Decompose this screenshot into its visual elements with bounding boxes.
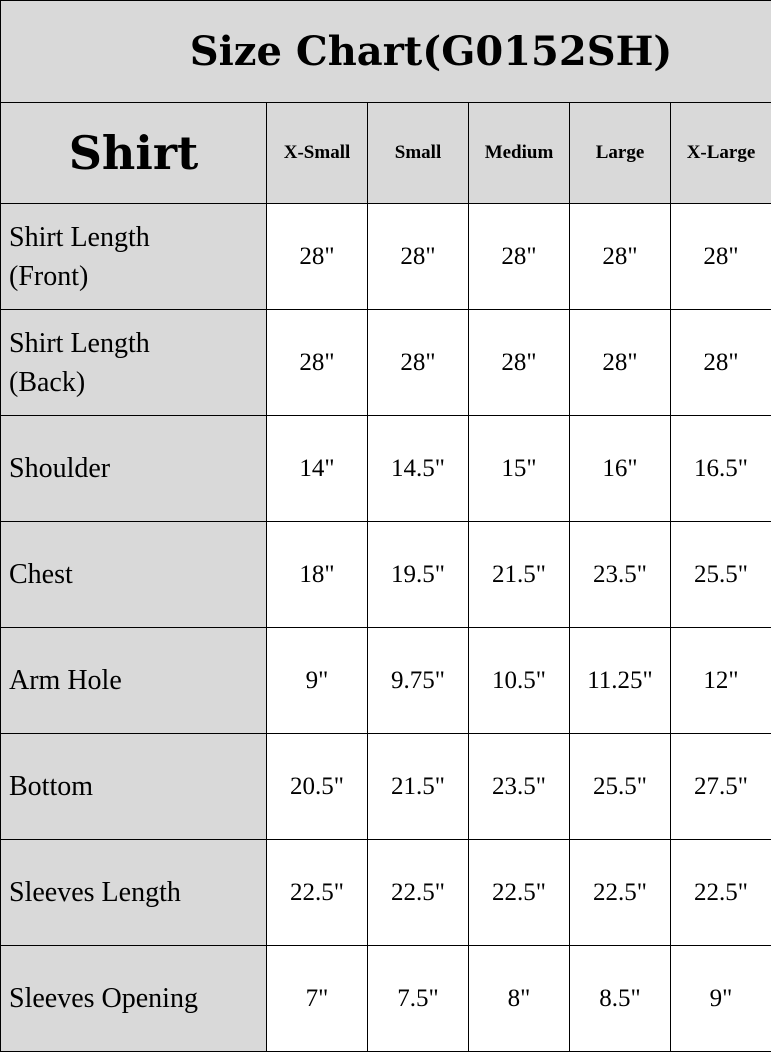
size-header: Medium bbox=[468, 102, 570, 204]
measurement-value: 25.5" bbox=[669, 521, 771, 628]
measurement-value: 28" bbox=[266, 203, 368, 310]
measurement-value: 28" bbox=[569, 203, 671, 310]
table-row: Chest 18" 19.5" 21.5" 23.5" 25.5" bbox=[0, 521, 771, 628]
measurement-label: Bottom bbox=[0, 733, 267, 840]
measurement-value: 9" bbox=[266, 627, 368, 734]
measurement-value: 15" bbox=[468, 415, 570, 522]
measurement-value: 28" bbox=[367, 309, 469, 416]
size-header: Small bbox=[367, 102, 469, 204]
table-row: Shoulder 14" 14.5" 15" 16" 16.5" bbox=[0, 415, 771, 522]
measurement-value: 28" bbox=[468, 203, 570, 310]
measurement-label: Shirt Length (Front) bbox=[0, 203, 267, 310]
measurement-value: 21.5" bbox=[367, 733, 469, 840]
table-row: Sleeves Opening 7" 7.5" 8" 8.5" 9" bbox=[0, 945, 771, 1052]
measurement-value: 19.5" bbox=[367, 521, 469, 628]
measurement-value: 10.5" bbox=[468, 627, 570, 734]
table-row: Shirt Length (Back) 28" 28" 28" 28" 28" bbox=[0, 309, 771, 416]
measurement-value: 9" bbox=[669, 945, 771, 1052]
measurement-value: 16.5" bbox=[669, 415, 771, 522]
table-row: Shirt Length (Front) 28" 28" 28" 28" 28" bbox=[0, 203, 771, 310]
measurement-label: Shirt Length (Back) bbox=[0, 309, 267, 416]
measurement-value: 22.5" bbox=[569, 839, 671, 946]
measurement-value: 28" bbox=[266, 309, 368, 416]
measurement-value: 28" bbox=[669, 309, 771, 416]
measurement-value: 28" bbox=[569, 309, 671, 416]
measurement-value: 22.5" bbox=[468, 839, 570, 946]
measurement-value: 8.5" bbox=[569, 945, 671, 1052]
measurement-value: 22.5" bbox=[669, 839, 771, 946]
measurement-value: 28" bbox=[669, 203, 771, 310]
size-header: X-Large bbox=[669, 102, 771, 204]
measurement-value: 7" bbox=[266, 945, 368, 1052]
measurement-value: 20.5" bbox=[266, 733, 368, 840]
measurement-value: 14" bbox=[266, 415, 368, 522]
measurement-value: 28" bbox=[468, 309, 570, 416]
measurement-label: Sleeves Length bbox=[0, 839, 267, 946]
measurement-value: 12" bbox=[669, 627, 771, 734]
measurement-value: 18" bbox=[266, 521, 368, 628]
table-row: Bottom 20.5" 21.5" 23.5" 25.5" 27.5" bbox=[0, 733, 771, 840]
measurement-label: Arm Hole bbox=[0, 627, 267, 734]
measurement-value: 16" bbox=[569, 415, 671, 522]
size-header: X-Small bbox=[266, 102, 368, 204]
measurement-value: 23.5" bbox=[569, 521, 671, 628]
table-row: Sleeves Length 22.5" 22.5" 22.5" 22.5" 22.5" bbox=[0, 839, 771, 946]
header-row: Shirt X-Small Small Medium Large X-Large bbox=[0, 102, 771, 204]
measurement-value: 22.5" bbox=[367, 839, 469, 946]
measurement-value: 22.5" bbox=[266, 839, 368, 946]
measurement-value: 25.5" bbox=[569, 733, 671, 840]
measurement-value: 8" bbox=[468, 945, 570, 1052]
measurement-value: 7.5" bbox=[367, 945, 469, 1052]
measurement-value: 28" bbox=[367, 203, 469, 310]
size-header: Large bbox=[569, 102, 671, 204]
measurement-label: Shoulder bbox=[0, 415, 267, 522]
measurement-label: Sleeves Opening bbox=[0, 945, 267, 1052]
header-corner: Shirt bbox=[0, 102, 267, 204]
measurement-value: 23.5" bbox=[468, 733, 570, 840]
measurement-label: Chest bbox=[0, 521, 267, 628]
page-title: Size Chart(G0152SH) bbox=[0, 0, 771, 103]
table-row: Arm Hole 9" 9.75" 10.5" 11.25" 12" bbox=[0, 627, 771, 734]
measurement-value: 11.25" bbox=[569, 627, 671, 734]
measurement-value: 21.5" bbox=[468, 521, 570, 628]
measurement-value: 27.5" bbox=[669, 733, 771, 840]
measurement-value: 9.75" bbox=[367, 627, 469, 734]
measurement-value: 14.5" bbox=[367, 415, 469, 522]
